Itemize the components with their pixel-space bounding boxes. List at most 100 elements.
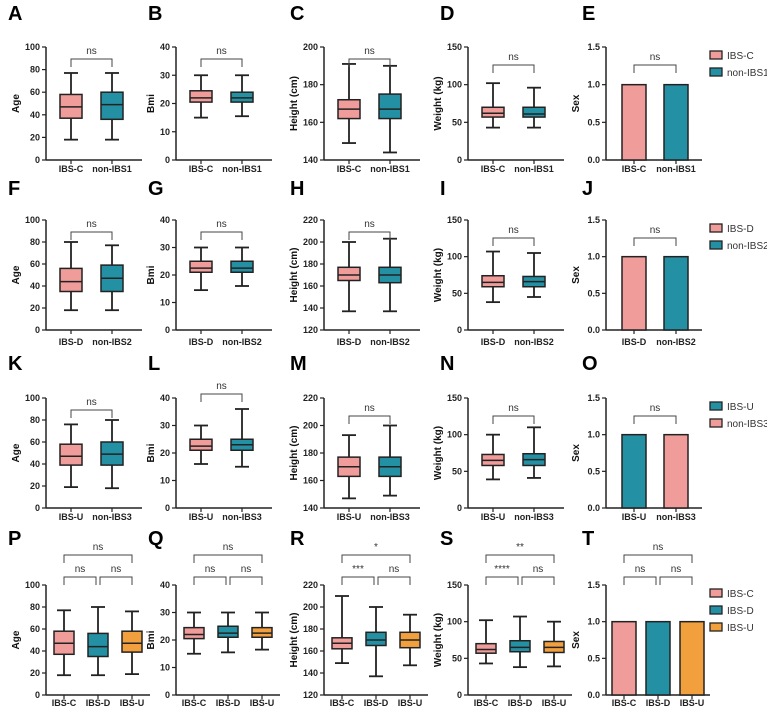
y-axis-label: Weight (kg) [433,248,444,302]
y-tick-label: 0 [35,325,40,335]
significance-label: ns [205,564,216,575]
y-tick-label: 150 [447,580,462,590]
box [189,260,213,273]
y-tick-label: 80 [30,237,40,247]
significance-bracket [377,576,411,585]
significance-bracket [348,58,391,67]
y-tick-label: 220 [303,215,318,225]
panel-g: G 0 10 20 30 40 Bmi IBS-D non-IBS2 ns [146,178,272,347]
significance-bracket [193,576,227,585]
x-tick-label: non-IBS1 [222,164,262,174]
y-tick-label: 40 [160,42,170,52]
y-axis-label: Bmi [146,443,157,462]
legend-swatch [709,401,723,411]
y-tick-label: 20 [30,668,40,678]
box [217,625,239,638]
x-tick-label: IBS-D [86,698,111,708]
x-tick-label: IBS-D [59,337,84,347]
legend-swatch [709,622,723,632]
significance-bracket [63,576,97,585]
significance-label: ns [93,542,104,553]
y-tick-label: 180 [303,624,318,634]
y-tick-label: 10 [160,127,170,137]
x-tick-label: IBS-U [680,698,705,708]
y-tick-label: 20 [160,448,170,458]
bar [663,433,689,509]
y-tick-label: 80 [30,65,40,75]
panel-letter: D [440,3,454,25]
box [121,630,143,653]
y-axis-label: Sex [571,631,582,649]
y-tick-label: 50 [452,117,462,127]
panel-letter: S [440,528,453,550]
x-tick-label: IBS-U [250,698,275,708]
y-tick-label: 1.5 [587,393,600,403]
legend-label: IBS-U [727,402,754,413]
x-tick-label: IBS-C [337,164,362,174]
significance-label: ns [650,52,661,63]
y-tick-label: 160 [303,117,318,127]
significance-label: ns [223,542,234,553]
y-tick-label: 1.5 [587,42,600,52]
panel-e: E 0.0 0.5 1.0 1.5 Sex IBS-C non-IBS1 ns IBS-C non-… [571,3,767,174]
y-tick-label: 60 [30,87,40,97]
y-tick-label: 140 [303,303,318,313]
y-tick-label: 100 [447,252,462,262]
box [365,631,387,647]
significance-bracket [70,58,113,67]
y-tick-label: 200 [303,421,318,431]
box [378,93,402,120]
y-tick-label: 20 [160,270,170,280]
y-tick-label: 0.0 [587,325,600,335]
y-tick-label: 200 [303,602,318,612]
x-tick-label: IBS-C [59,164,84,174]
x-tick-label: IBS-C [622,164,647,174]
y-tick-label: 100 [447,430,462,440]
significance-label: ns [364,46,375,57]
x-tick-label: non-IBS3 [222,512,262,522]
significance-bracket [348,415,391,424]
panel-i: I 0 50 100 150 Weight (kg) IBS-D non-IBS2 ns [433,178,564,347]
x-tick-label: IBS-C [474,698,499,708]
significance-label: ns [364,403,375,414]
significance-bracket [341,576,375,585]
legend-swatch [709,418,723,428]
x-tick-label: IBS-U [398,698,423,708]
panel-letter: Q [148,528,164,550]
y-tick-label: 20 [30,303,40,313]
bar [663,255,689,331]
y-tick-label: 1.0 [587,252,600,262]
x-tick-label: IBS-U [189,512,214,522]
panel-l: L 0 10 20 30 40 Bmi IBS-U non-IBS3 ns [146,353,272,522]
bar [679,620,705,696]
x-tick-label: non-IBS1 [514,164,554,174]
y-tick-label: 1.0 [587,80,600,90]
y-axis-label: Age [11,443,22,462]
panel-letter: B [148,3,162,25]
y-axis-label: Sex [571,94,582,112]
box [522,106,546,118]
bar [663,83,689,161]
x-tick-label: non-IBS3 [514,512,554,522]
significance-label: ns [533,564,544,575]
significance-label: ns [86,46,97,57]
y-tick-label: 30 [160,243,170,253]
y-tick-label: 40 [160,215,170,225]
y-tick-label: 50 [452,288,462,298]
y-tick-label: 80 [30,602,40,612]
box [189,438,213,451]
x-tick-label: IBS-C [189,164,214,174]
x-tick-label: IBS-U [622,512,647,522]
y-tick-label: 0 [165,690,170,700]
y-tick-label: 50 [452,466,462,476]
bar [621,83,647,161]
significance-bracket [99,576,133,585]
panel-letter: L [148,353,160,375]
significance-label: ns [635,564,646,575]
significance-bracket [485,576,519,585]
significance-label: *** [352,564,364,575]
box [337,266,361,282]
significance-bracket [633,415,677,424]
